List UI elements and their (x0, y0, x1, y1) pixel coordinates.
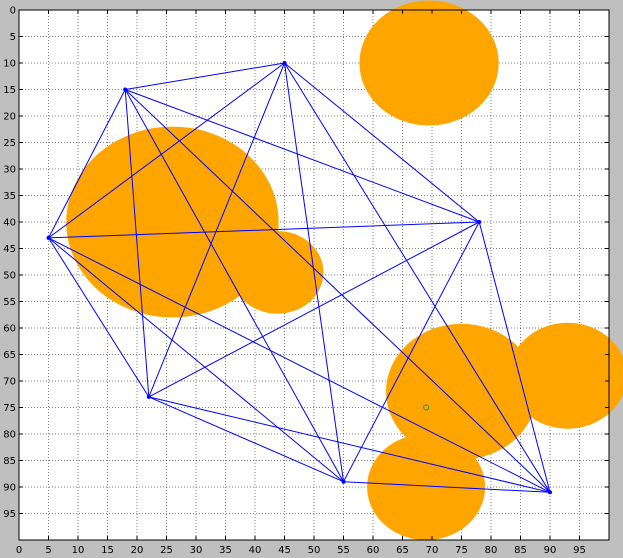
x-tick-label: 0 (16, 545, 22, 556)
y-tick-label: 55 (3, 297, 16, 308)
graph-edge (148, 221, 480, 398)
x-tick-label: 40 (249, 545, 262, 556)
y-tick-label: 30 (3, 165, 16, 176)
x-tick-label: 20 (131, 545, 144, 556)
x-tick-label: 85 (514, 545, 527, 556)
x-tick-label: 60 (367, 545, 380, 556)
y-tick-label: 60 (3, 324, 16, 335)
y-tick-label: 45 (3, 244, 16, 255)
y-tick-label: 70 (3, 377, 16, 388)
graph-node (477, 220, 482, 224)
obstacle-circle (385, 323, 538, 460)
graph-node (548, 490, 552, 495)
y-tick-label: 20 (3, 112, 16, 123)
x-tick-label: 70 (426, 545, 439, 556)
x-tick-label: 10 (72, 545, 85, 556)
x-tick-label: 5 (45, 545, 51, 556)
y-tick-label: 15 (3, 85, 16, 96)
y-tick-label: 75 (3, 403, 16, 414)
x-tick-label: 90 (544, 545, 557, 556)
marker-layer (423, 404, 430, 411)
y-tick-label: 90 (3, 483, 16, 494)
graph-edge (125, 62, 285, 90)
y-tick-label: 40 (3, 218, 16, 229)
graph-edge (48, 237, 344, 483)
y-tick-label: 50 (3, 271, 16, 282)
y-tick-label: 85 (3, 456, 16, 467)
graph-edge (148, 396, 344, 483)
graph-edge (284, 62, 480, 223)
x-tick-label: 15 (101, 545, 114, 556)
edges (48, 62, 551, 493)
graph-edge (48, 221, 480, 239)
graph-node (123, 87, 128, 92)
y-tick-label: 80 (3, 430, 16, 441)
graph-edge (148, 396, 551, 493)
x-tick-label: 30 (190, 545, 203, 556)
marker-point (423, 404, 430, 411)
nodes (46, 61, 552, 495)
graph-node (46, 235, 51, 240)
y-tick-label: 95 (3, 509, 16, 520)
y-tick-label: 10 (3, 59, 16, 70)
graph-edge (343, 221, 480, 482)
x-tick-label: 95 (573, 545, 586, 556)
graph-node (341, 479, 346, 484)
graph-edge (148, 62, 285, 398)
x-tick-label: 50 (308, 545, 321, 556)
obstacle-circle (359, 0, 499, 126)
graph-edge (124, 89, 344, 482)
x-tick-label: 75 (455, 545, 468, 556)
x-tick-label: 55 (337, 545, 350, 556)
graph-node (146, 394, 151, 399)
x-tick-label: 80 (485, 545, 498, 556)
graph-edge (343, 481, 551, 493)
y-tick-labels: 0 5 10 15 20 25 30 35 40 45 50 55 60 65 70 75 80 85 90 95 (3, 6, 16, 521)
graph-edge (125, 89, 480, 223)
graph-edge (478, 221, 551, 493)
graph-edge (48, 89, 126, 239)
graph-edge (284, 62, 551, 493)
ticks (18, 9, 609, 540)
y-tick-label: 5 (10, 32, 16, 43)
obstacles (66, 0, 623, 540)
y-tick-label: 35 (3, 191, 16, 202)
graph-edge (48, 237, 551, 493)
graph-node (282, 61, 287, 65)
y-tick-label: 25 (3, 138, 16, 149)
y-tick-label: 0 (10, 6, 16, 17)
obstacle-circle (231, 231, 324, 314)
obstacle-circle (508, 322, 623, 429)
x-tick-label: 65 (396, 545, 409, 556)
graph-edge (48, 62, 285, 239)
obstacle-circle (367, 434, 486, 540)
x-tick-labels: 0 5 10 15 20 25 30 35 40 45 50 55 60 65 70 75 80 85 90 95 (16, 545, 586, 556)
graph-edge (124, 89, 150, 397)
graph-edge (124, 89, 551, 493)
x-tick-label: 25 (160, 545, 173, 556)
graph-edge (284, 62, 344, 482)
x-tick-label: 35 (219, 545, 232, 556)
y-tick-label: 65 (3, 350, 16, 361)
x-tick-label: 45 (278, 545, 291, 556)
graph-edge (48, 237, 150, 398)
